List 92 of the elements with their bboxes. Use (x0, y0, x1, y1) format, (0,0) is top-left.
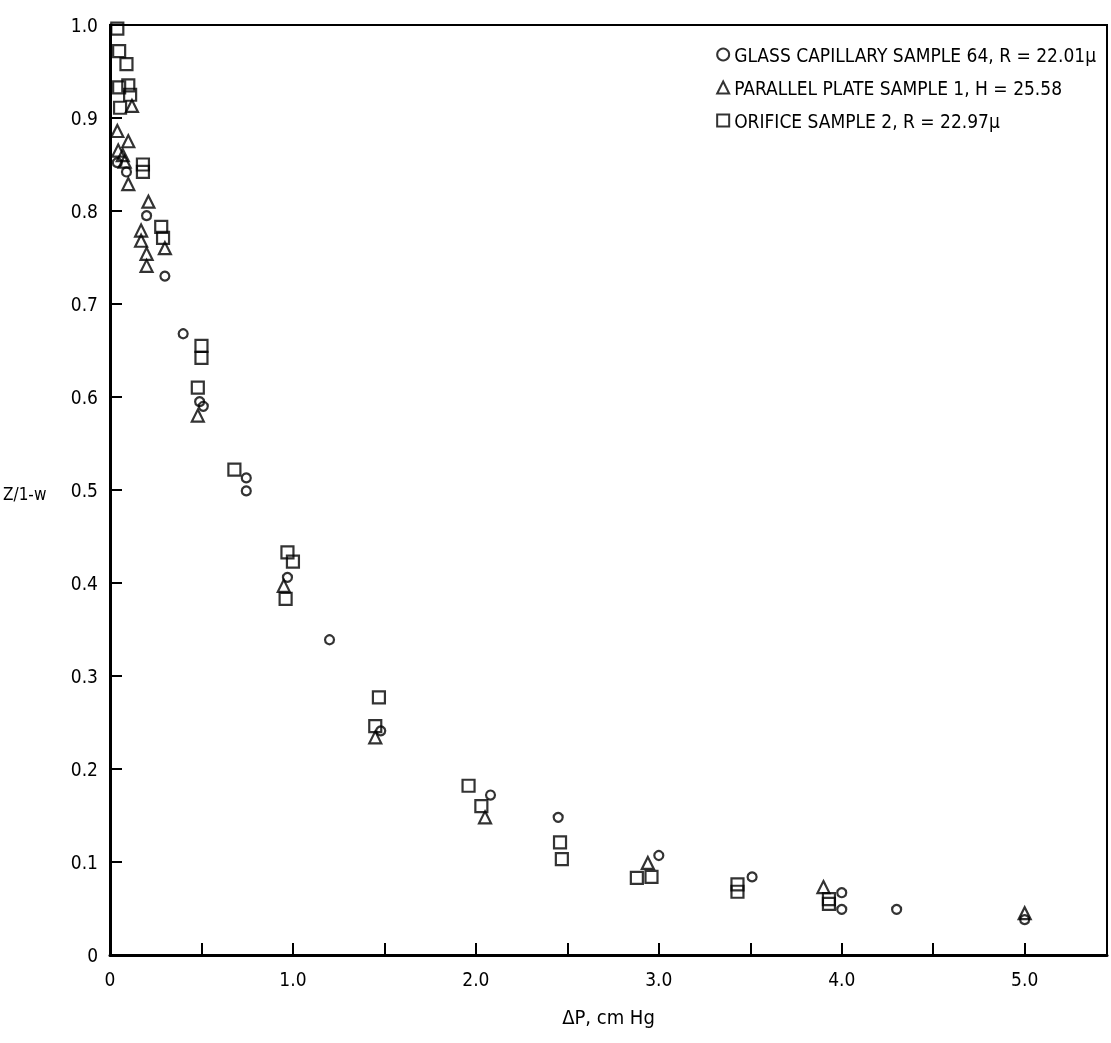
point (474, 799, 489, 814)
y-tick-label: 0.3 (70, 665, 98, 687)
legend-label: GLASS CAPILLARY SAMPLE 64, R = 22.01μ (734, 43, 1097, 66)
point (821, 896, 837, 911)
y-tick-label: 0.2 (70, 758, 98, 780)
point (484, 789, 497, 801)
legend-label: ORIFICE SAMPLE 2, R = 22.97μ (734, 109, 1000, 132)
point (278, 591, 293, 606)
point (119, 56, 134, 72)
point (816, 880, 831, 895)
point (375, 725, 387, 737)
y-tick-label: 1.0 (70, 14, 98, 36)
point (190, 408, 205, 423)
point (123, 87, 138, 102)
point (155, 230, 171, 246)
point (554, 852, 569, 867)
point (157, 241, 172, 256)
point (121, 176, 136, 192)
point (134, 223, 149, 238)
point (461, 778, 476, 793)
point (117, 154, 132, 169)
point (141, 210, 153, 222)
point (281, 571, 294, 584)
point (371, 690, 387, 705)
y-tick-label: 0.6 (70, 386, 98, 408)
point (240, 485, 252, 497)
point (323, 634, 336, 646)
point (730, 877, 745, 892)
point (154, 219, 169, 234)
point (746, 871, 758, 883)
point (110, 21, 125, 36)
point (368, 719, 383, 734)
point (194, 350, 209, 366)
point (120, 166, 133, 178)
point (112, 80, 127, 95)
point (644, 869, 659, 884)
x-tick-label: 2.0 (462, 967, 490, 990)
point (285, 554, 301, 569)
point (141, 194, 156, 209)
y-tick-label: 0.4 (70, 572, 98, 594)
point (121, 78, 136, 93)
x-tick-label: 4.0 (828, 967, 856, 990)
point (1019, 914, 1031, 926)
point (629, 870, 644, 885)
x-tick-label: 3.0 (645, 967, 673, 990)
point (194, 338, 209, 353)
y-tick-label: 0.9 (70, 107, 98, 129)
point (552, 811, 564, 823)
y-axis-title: Z/1-w (3, 483, 47, 504)
point (477, 810, 493, 825)
y-tick-label: 0.5 (70, 479, 98, 501)
point (121, 134, 136, 149)
point (836, 887, 848, 899)
point (111, 143, 126, 158)
point (115, 148, 130, 163)
point (110, 123, 125, 139)
point (836, 903, 848, 916)
y-tick-label: 0.1 (70, 851, 98, 873)
y-tick-label: 0.8 (70, 200, 98, 222)
point (194, 396, 206, 408)
point (653, 849, 665, 862)
legend-label: PARALLEL PLATE SAMPLE 1, H = 25.58 (734, 76, 1063, 99)
point (112, 43, 127, 59)
point (111, 157, 123, 169)
point (240, 472, 252, 484)
point (190, 380, 205, 395)
point (112, 100, 128, 115)
y-tick-label: 0 (87, 944, 98, 966)
point (139, 258, 154, 273)
point (821, 892, 837, 907)
point (552, 835, 568, 850)
point (276, 578, 291, 593)
point (135, 164, 151, 180)
point (368, 730, 383, 745)
x-tick-label: 1.0 (279, 967, 307, 990)
point (1017, 906, 1032, 921)
x-tick-label: 5.0 (1011, 967, 1039, 990)
point (227, 462, 242, 477)
point (134, 233, 149, 248)
point (730, 884, 745, 899)
point (640, 855, 655, 871)
point (159, 270, 171, 282)
x-tick-label: 0 (104, 967, 116, 990)
point (197, 400, 209, 412)
point (280, 545, 295, 560)
point (139, 246, 154, 261)
point (177, 328, 189, 340)
point (891, 903, 903, 916)
point (135, 157, 151, 172)
x-axis-title: ΔP, cm Hg (562, 1005, 655, 1029)
y-tick-label: 0.7 (70, 293, 98, 315)
point (124, 98, 140, 114)
